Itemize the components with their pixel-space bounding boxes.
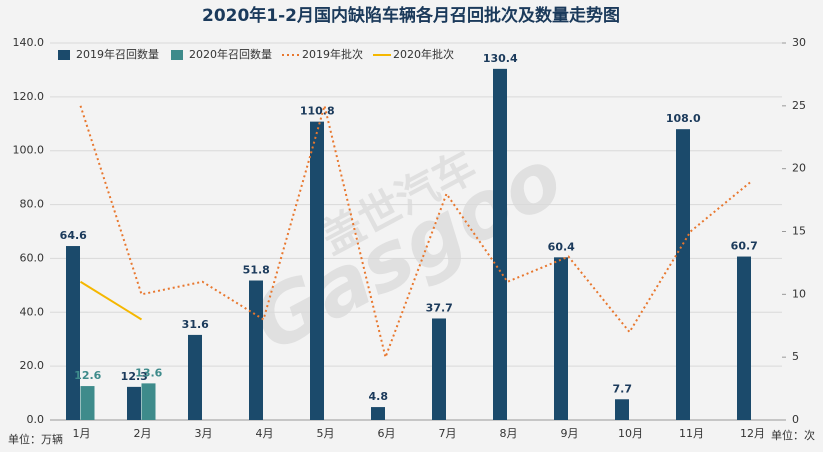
x-tick-label: 10月 xyxy=(618,427,643,440)
y2-axis-label: 单位：次 xyxy=(771,428,815,442)
y2-tick-label: 30 xyxy=(792,36,806,49)
y2-tick-label: 20 xyxy=(792,162,806,175)
line xyxy=(79,280,143,321)
data-label: 12.3 xyxy=(121,370,148,383)
x-tick-label: 2月 xyxy=(134,427,152,440)
data-label: 51.8 xyxy=(243,264,270,277)
y-tick-label: 40.0 xyxy=(20,305,45,318)
legend-swatch xyxy=(171,50,183,60)
bar xyxy=(493,68,507,420)
bar xyxy=(188,334,202,420)
x-tick-label: 5月 xyxy=(317,427,335,440)
x-tick-label: 12月 xyxy=(740,427,765,440)
x-tick-label: 7月 xyxy=(439,427,457,440)
y-tick-label: 120.0 xyxy=(13,90,45,103)
bar xyxy=(66,246,80,420)
data-label: 37.7 xyxy=(426,301,453,314)
data-label: 130.4 xyxy=(483,52,518,65)
legend-label: 2020年召回数量 xyxy=(189,47,272,61)
bar xyxy=(737,256,751,420)
legend-label: 2019年召回数量 xyxy=(76,47,159,61)
bar xyxy=(554,257,568,420)
x-tick-label: 8月 xyxy=(500,427,518,440)
bar xyxy=(615,399,629,420)
y2-tick-label: 25 xyxy=(792,99,806,112)
legend-swatch xyxy=(58,50,70,60)
y-tick-label: 0.0 xyxy=(27,413,45,426)
bar xyxy=(371,407,385,420)
x-tick-label: 4月 xyxy=(256,427,274,440)
data-label: 60.7 xyxy=(731,240,758,253)
data-label: 12.6 xyxy=(74,369,101,382)
data-label: 60.4 xyxy=(548,240,575,253)
y-tick-label: 100.0 xyxy=(13,144,45,157)
bar xyxy=(676,129,690,420)
y-tick-label: 60.0 xyxy=(20,251,45,264)
bar xyxy=(80,386,95,420)
x-tick-label: 3月 xyxy=(195,427,213,440)
y-tick-label: 80.0 xyxy=(20,198,45,211)
chart-title: 2020年1-2月国内缺陷车辆各月召回批次及数量走势图 xyxy=(202,5,620,26)
data-label: 108.0 xyxy=(666,112,701,125)
y-tick-label: 140.0 xyxy=(13,36,45,49)
x-tick-label: 11月 xyxy=(679,427,704,440)
bar xyxy=(310,121,324,420)
y2-tick-label: 5 xyxy=(792,350,799,363)
data-label: 110.8 xyxy=(300,105,335,118)
data-label: 31.6 xyxy=(182,318,209,331)
bar xyxy=(141,383,156,420)
bar xyxy=(432,318,446,420)
x-tick-label: 1月 xyxy=(73,427,91,440)
x-tick-label: 9月 xyxy=(561,427,579,440)
data-label: 64.6 xyxy=(60,229,87,242)
y-axis-label: 单位：万辆 xyxy=(8,432,63,446)
y2-tick-label: 10 xyxy=(792,287,806,300)
bar xyxy=(249,280,263,420)
legend-label: 2020年批次 xyxy=(393,47,454,61)
data-label: 4.8 xyxy=(369,390,389,403)
line xyxy=(79,101,753,361)
bar xyxy=(127,386,141,420)
y-tick-label: 20.0 xyxy=(20,359,45,372)
y2-tick-label: 15 xyxy=(792,225,806,238)
data-label: 13.6 xyxy=(135,366,162,379)
legend-label: 2019年批次 xyxy=(302,47,363,61)
data-label: 7.7 xyxy=(613,382,633,395)
x-tick-label: 6月 xyxy=(378,427,396,440)
y2-tick-label: 0 xyxy=(792,413,799,426)
